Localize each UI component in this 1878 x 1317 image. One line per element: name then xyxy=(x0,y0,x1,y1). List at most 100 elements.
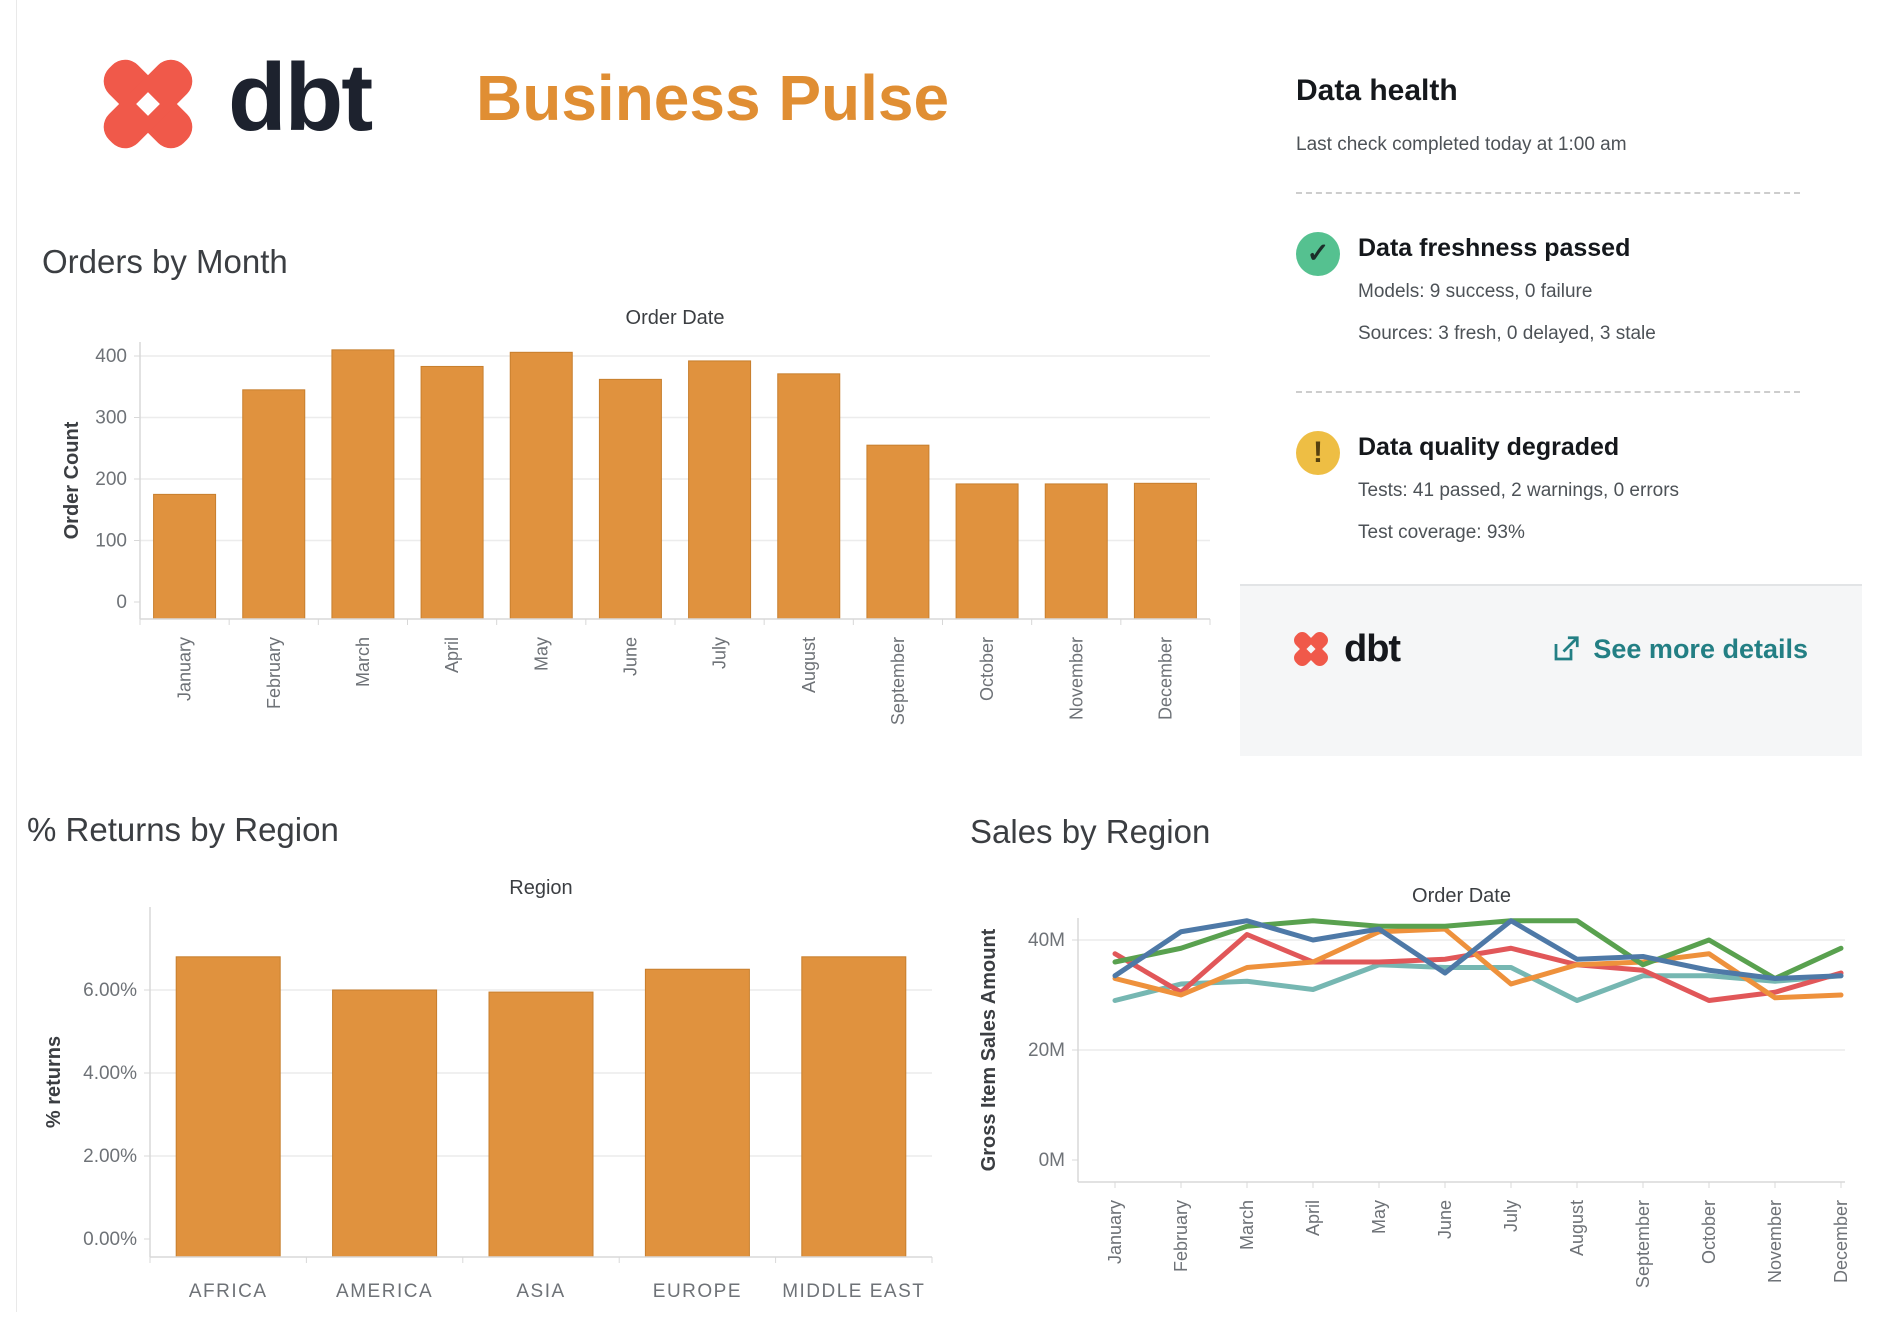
data-health-subtitle: Last check completed today at 1:00 am xyxy=(1296,134,1627,155)
data-health-title: Data health xyxy=(1296,74,1458,107)
dbt-logo-icon xyxy=(1294,632,1328,666)
x-tick-label: ASIA xyxy=(516,1281,565,1302)
sources-status-line: Sources: 3 fresh, 0 delayed, 3 stale xyxy=(1358,323,1656,344)
bar-september[interactable] xyxy=(866,444,930,620)
orders-chart-heading: Orders by Month xyxy=(42,243,288,280)
x-tick-label: August xyxy=(799,637,819,693)
x-tick-label: September xyxy=(888,637,908,725)
x-axis-title: Order Date xyxy=(1412,885,1511,907)
y-tick-label: 0M xyxy=(1039,1150,1065,1171)
see-more-details-link[interactable]: See more details xyxy=(1551,634,1808,664)
bar-africa[interactable] xyxy=(175,956,281,1258)
bar-america[interactable] xyxy=(332,989,438,1258)
data-freshness-item: ✓ Data freshness passed Models: 9 succes… xyxy=(1296,230,1856,365)
y-tick-label: 0 xyxy=(116,592,127,613)
line-series-blue[interactable] xyxy=(1112,918,1844,981)
x-tick-label: April xyxy=(442,637,462,673)
y-tick-label: 300 xyxy=(95,408,127,429)
x-tick-label: March xyxy=(1237,1200,1257,1250)
x-tick-label: June xyxy=(1435,1200,1455,1239)
coverage-status-line: Test coverage: 93% xyxy=(1358,522,1525,543)
sales-by-region-chart[interactable]: Order Date 0M 20M 40M January February March Ap… xyxy=(965,858,1870,1317)
y-tick-label: 200 xyxy=(95,469,127,490)
dashed-divider xyxy=(1296,192,1800,194)
dbt-footer-logo: dbt xyxy=(1288,626,1401,672)
returns-by-region-chart[interactable]: Region 0.00% 2.00% 4.00% 6.00% AFRICA AMERICA A… xyxy=(12,862,942,1317)
data-quality-item: ! Data quality degraded Tests: 41 passed… xyxy=(1296,429,1856,564)
orders-by-month-chart[interactable]: Order Date 0 100 200 300 400 January February Ma… xyxy=(40,252,1220,797)
x-tick-label: October xyxy=(977,637,997,701)
bar-europe[interactable] xyxy=(644,968,750,1258)
models-status-line: Models: 9 success, 0 failure xyxy=(1358,281,1593,302)
x-tick-label: February xyxy=(264,637,284,709)
bar-december[interactable] xyxy=(1133,482,1197,620)
bar-july[interactable] xyxy=(688,360,752,620)
orders_by_month-svg[interactable]: Order Date 0 100 200 300 400 January February Ma… xyxy=(40,252,1220,792)
x-axis-title: Region xyxy=(509,877,572,899)
bar-asia[interactable] xyxy=(488,991,594,1258)
sales_by_region-svg[interactable]: Order Date 0M 20M 40M January February March Ap… xyxy=(965,858,1870,1312)
x-tick-label: February xyxy=(1171,1200,1191,1272)
bar-october[interactable] xyxy=(955,483,1019,620)
x-tick-label: January xyxy=(175,637,195,701)
bar-february[interactable] xyxy=(242,389,306,620)
bar-august[interactable] xyxy=(777,373,841,620)
x-tick-label: October xyxy=(1699,1200,1719,1264)
x-tick-label: December xyxy=(1155,637,1175,720)
bar-may[interactable] xyxy=(509,351,573,620)
bar-march[interactable] xyxy=(331,349,395,620)
y-tick-label: 400 xyxy=(95,346,127,367)
bar-april[interactable] xyxy=(420,365,484,620)
returns_by_region-svg[interactable]: Region 0.00% 2.00% 4.00% 6.00% AFRICA AMERICA A… xyxy=(12,862,942,1312)
x-tick-label: AMERICA xyxy=(336,1281,433,1302)
y-axis-label: Gross Item Sales Amount xyxy=(978,928,1000,1171)
x-tick-label: EUROPE xyxy=(653,1281,742,1302)
data-health-panel: Data health Last check completed today a… xyxy=(1296,74,1856,590)
dashed-divider xyxy=(1296,391,1800,393)
returns-chart-heading: % Returns by Region xyxy=(27,811,339,848)
y-tick-label: 40M xyxy=(1028,930,1065,951)
x-tick-label: July xyxy=(1501,1200,1521,1232)
x-tick-label: March xyxy=(353,637,373,687)
data-freshness-title: Data freshness passed xyxy=(1358,234,1631,262)
see-more-details-label: See more details xyxy=(1593,633,1808,664)
y-tick-label: 20M xyxy=(1028,1040,1065,1061)
bar-january[interactable] xyxy=(153,493,217,620)
x-tick-label: January xyxy=(1105,1200,1125,1264)
line-series-green[interactable] xyxy=(1112,918,1844,981)
x-axis-title: Order Date xyxy=(626,307,725,329)
left-edge-line xyxy=(16,0,17,1312)
x-tick-label: June xyxy=(620,637,640,676)
y-tick-label: 100 xyxy=(95,531,127,552)
x-tick-label: May xyxy=(1369,1200,1389,1234)
sales-chart-heading: Sales by Region xyxy=(970,813,1211,850)
dbt-logo-text: dbt xyxy=(228,44,373,151)
line-series-teal[interactable] xyxy=(1112,962,1844,1003)
data-quality-title: Data quality degraded xyxy=(1358,433,1620,461)
data-health-footer: dbt See more details xyxy=(1240,584,1862,756)
x-tick-label: July xyxy=(710,637,730,669)
dbt-logo-icon xyxy=(103,59,193,149)
warning-icon: ! xyxy=(1296,431,1340,475)
x-tick-label: May xyxy=(531,637,551,671)
tests-status-line: Tests: 41 passed, 2 warnings, 0 errors xyxy=(1358,480,1680,501)
check-icon: ✓ xyxy=(1296,232,1340,276)
y-axis-label: % returns xyxy=(43,1036,65,1128)
bar-november[interactable] xyxy=(1044,483,1108,620)
x-tick-label: November xyxy=(1066,637,1086,720)
x-tick-label: December xyxy=(1831,1200,1851,1283)
line-series-orange[interactable] xyxy=(1112,926,1844,1001)
page-title: Business Pulse xyxy=(476,62,950,134)
y-tick-label: 4.00% xyxy=(83,1063,137,1084)
x-tick-label: April xyxy=(1303,1200,1323,1236)
x-tick-label: September xyxy=(1633,1200,1653,1288)
bar-june[interactable] xyxy=(598,378,662,620)
dbt-footer-logo-text: dbt xyxy=(1344,628,1401,670)
x-tick-label: August xyxy=(1567,1200,1587,1256)
y-axis-label: Order Count xyxy=(61,421,83,539)
y-tick-label: 2.00% xyxy=(83,1146,137,1167)
y-tick-label: 6.00% xyxy=(83,980,137,1001)
external-link-icon xyxy=(1555,636,1580,661)
x-tick-label: MIDDLE EAST xyxy=(782,1281,925,1302)
bar-middle-east[interactable] xyxy=(801,956,907,1258)
